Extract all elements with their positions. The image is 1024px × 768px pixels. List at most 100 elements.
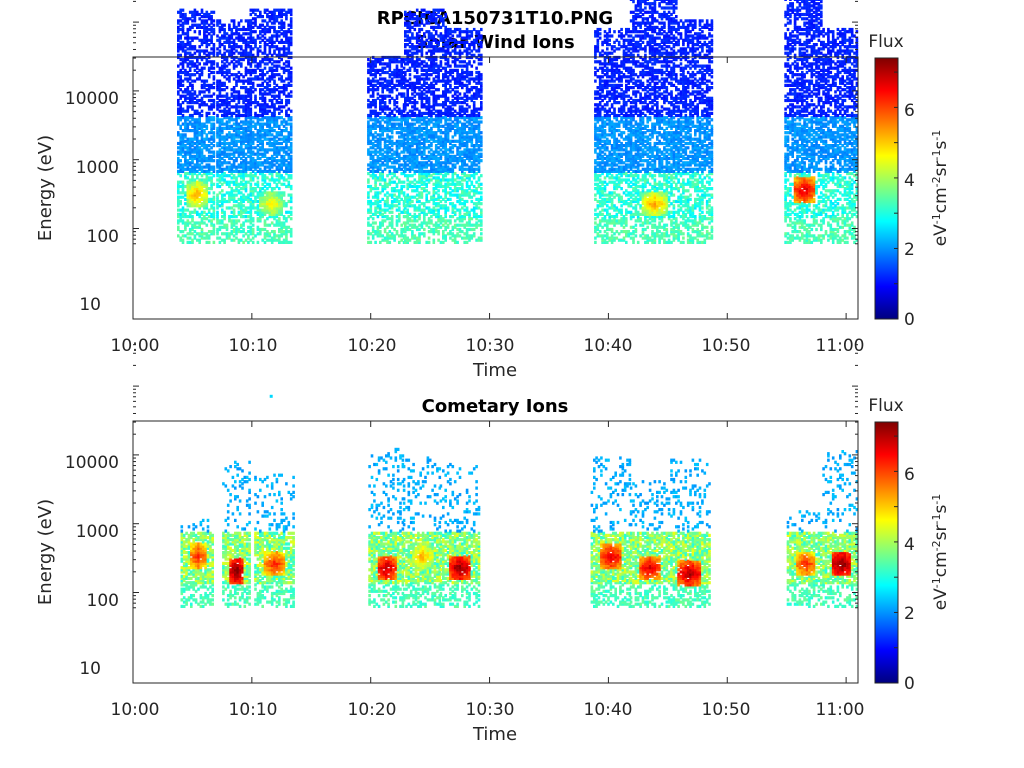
heatmap-cell (184, 159, 187, 163)
heatmap-cell (240, 210, 243, 214)
heatmap-cell (275, 88, 279, 92)
heatmap-cell (425, 212, 428, 216)
heatmap-cell (179, 96, 182, 100)
heatmap-cell (196, 129, 199, 133)
heatmap-cell (442, 184, 445, 189)
heatmap-cell (251, 131, 255, 135)
heatmap-cell (244, 139, 248, 143)
heatmap-cell (207, 98, 211, 103)
heatmap-cell (376, 191, 380, 195)
heatmap-cell (186, 30, 190, 34)
heatmap-cell (266, 109, 269, 113)
heatmap-cell (196, 10, 199, 14)
heatmap-cell (374, 144, 377, 148)
heatmap-cell (249, 135, 253, 139)
heatmap-cell (216, 141, 219, 146)
heatmap-cell (228, 234, 231, 238)
heatmap-cell (207, 163, 211, 167)
heatmap-cell (369, 88, 373, 92)
heatmap-cell (254, 38, 257, 42)
heatmap-cell (263, 148, 267, 152)
heatmap-cell (196, 152, 199, 156)
heatmap-cell (200, 234, 204, 238)
heatmap-cell (237, 105, 241, 109)
heatmap-cell (270, 10, 274, 14)
heatmap-cell (225, 36, 229, 40)
heatmap-cell (240, 58, 243, 62)
heatmap-cell (418, 204, 421, 208)
heatmap-cell (191, 139, 194, 143)
heatmap-cell (430, 215, 433, 219)
heatmap-cell (230, 141, 234, 146)
heatmap-cell (278, 217, 281, 221)
heatmap-cell (186, 208, 190, 212)
heatmap-cell (411, 25, 414, 29)
heatmap-cell (261, 126, 264, 130)
heatmap-cell (242, 150, 245, 154)
heatmap-cell (237, 174, 241, 178)
heatmap-cell (179, 12, 182, 17)
heatmap-cell (181, 27, 185, 32)
heatmap-cell (406, 12, 409, 17)
heatmap-cell (285, 10, 288, 14)
heatmap-cell (203, 129, 206, 133)
heatmap-cell (427, 154, 431, 158)
heatmap-cell (247, 79, 250, 83)
heatmap-cell (200, 227, 204, 232)
heatmap-cell (200, 195, 204, 199)
heatmap-cell (200, 43, 204, 47)
heatmap-cell (210, 159, 213, 163)
heatmap-cell (205, 204, 209, 208)
heatmap-cell (223, 111, 226, 115)
heatmap-cell (237, 206, 241, 210)
heatmap-cell (261, 146, 264, 150)
heatmap-cell (418, 109, 421, 113)
heatmap-cell (427, 217, 431, 221)
heatmap-cell (221, 60, 224, 64)
heatmap-cell (278, 101, 281, 105)
heatmap-cell (247, 133, 250, 137)
heatmap-cell (207, 43, 211, 47)
heatmap-cell (242, 98, 245, 103)
heatmap-cell (259, 107, 262, 111)
heatmap-cell (242, 27, 245, 32)
heatmap-cell (282, 118, 286, 122)
heatmap-cell (196, 159, 199, 163)
heatmap-cell (203, 206, 206, 210)
heatmap-cell (235, 189, 238, 193)
heatmap-cell (181, 219, 185, 223)
heatmap-cell (379, 204, 382, 208)
heatmap-cell (278, 227, 281, 232)
heatmap-cell (223, 154, 226, 158)
heatmap-cell (282, 199, 286, 204)
heatmap-cell (249, 86, 253, 90)
heatmap-cell (230, 19, 234, 23)
heatmap-cell (278, 25, 281, 29)
heatmap-cell (390, 176, 394, 180)
heatmap-cell (261, 169, 264, 173)
heatmap-cell (188, 187, 192, 191)
heatmap-cell (374, 139, 377, 143)
heatmap-cell (249, 116, 253, 120)
heatmap-cell (415, 126, 419, 130)
heatmap-cell (179, 230, 182, 234)
heatmap-cell (210, 60, 213, 64)
heatmap-cell (203, 169, 206, 173)
heatmap-cell (235, 129, 238, 133)
heatmap-cell (212, 215, 216, 219)
heatmap-cell (244, 38, 248, 42)
heatmap-cell (242, 240, 245, 244)
heatmap-cell (374, 68, 377, 72)
heatmap-cell (256, 137, 260, 141)
heatmap-cell (381, 124, 384, 128)
heatmap-cell (430, 90, 433, 94)
heatmap-cell (230, 180, 234, 184)
heatmap-cell (408, 227, 412, 232)
heatmap-cell (432, 77, 436, 81)
heatmap-cell (242, 197, 245, 201)
heatmap-cell (289, 83, 293, 87)
heatmap-cell (228, 182, 231, 186)
heatmap-cell (404, 58, 407, 62)
heatmap-cell (404, 204, 407, 208)
heatmap-cell (188, 47, 192, 51)
